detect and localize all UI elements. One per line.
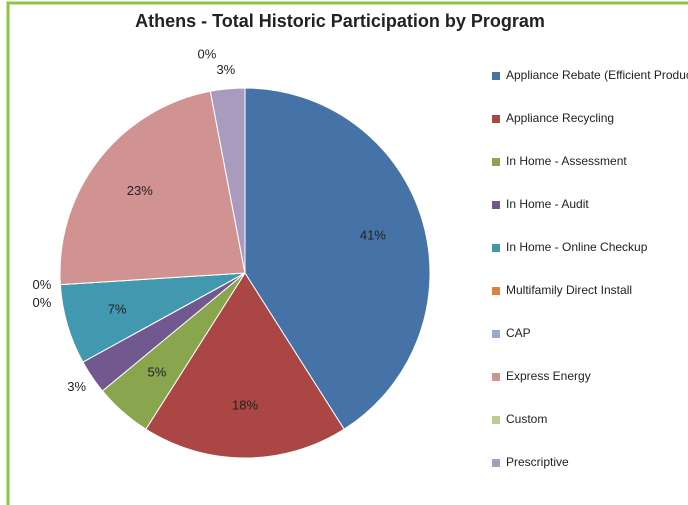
frame bbox=[6, 1, 688, 505]
data-label: 3% bbox=[216, 62, 235, 77]
legend-label: In Home - Audit bbox=[506, 197, 589, 211]
legend-label: Custom bbox=[506, 412, 547, 426]
data-label: 41% bbox=[360, 227, 386, 242]
legend-label: In Home - Online Checkup bbox=[506, 240, 648, 254]
legend-swatch bbox=[492, 115, 500, 123]
legend-swatch bbox=[492, 201, 500, 209]
legend-label: CAP bbox=[506, 326, 531, 340]
data-label: 23% bbox=[127, 183, 153, 198]
legend-label: Express Energy bbox=[506, 369, 591, 383]
legend-swatch bbox=[492, 330, 500, 338]
data-label: 7% bbox=[108, 302, 127, 317]
legend-swatch bbox=[492, 459, 500, 467]
data-label: 3% bbox=[67, 379, 86, 394]
legend-label: Appliance Recycling bbox=[506, 111, 614, 125]
legend-swatch bbox=[492, 158, 500, 166]
data-label: 0% bbox=[33, 277, 52, 292]
legend-label: In Home - Assessment bbox=[506, 154, 627, 168]
legend-swatch bbox=[492, 287, 500, 295]
pie-slice bbox=[209, 87, 246, 274]
legend-swatch bbox=[492, 416, 500, 424]
legend-label: Multifamily Direct Install bbox=[506, 283, 632, 297]
data-label: 5% bbox=[148, 364, 167, 379]
legend-swatch bbox=[492, 373, 500, 381]
chart-title: Athens - Total Historic Participation by… bbox=[135, 11, 545, 31]
data-label: 18% bbox=[232, 398, 258, 413]
data-label: 0% bbox=[197, 47, 216, 62]
legend-swatch bbox=[492, 244, 500, 252]
pie-slice bbox=[59, 90, 246, 286]
legend-label: Appliance Rebate (Efficient Products) bbox=[506, 68, 688, 82]
data-label: 0% bbox=[33, 295, 52, 310]
pie-slice bbox=[145, 272, 345, 459]
legend-label: Prescriptive bbox=[506, 455, 569, 469]
legend-swatch bbox=[492, 72, 500, 80]
pie-slice bbox=[244, 87, 431, 430]
